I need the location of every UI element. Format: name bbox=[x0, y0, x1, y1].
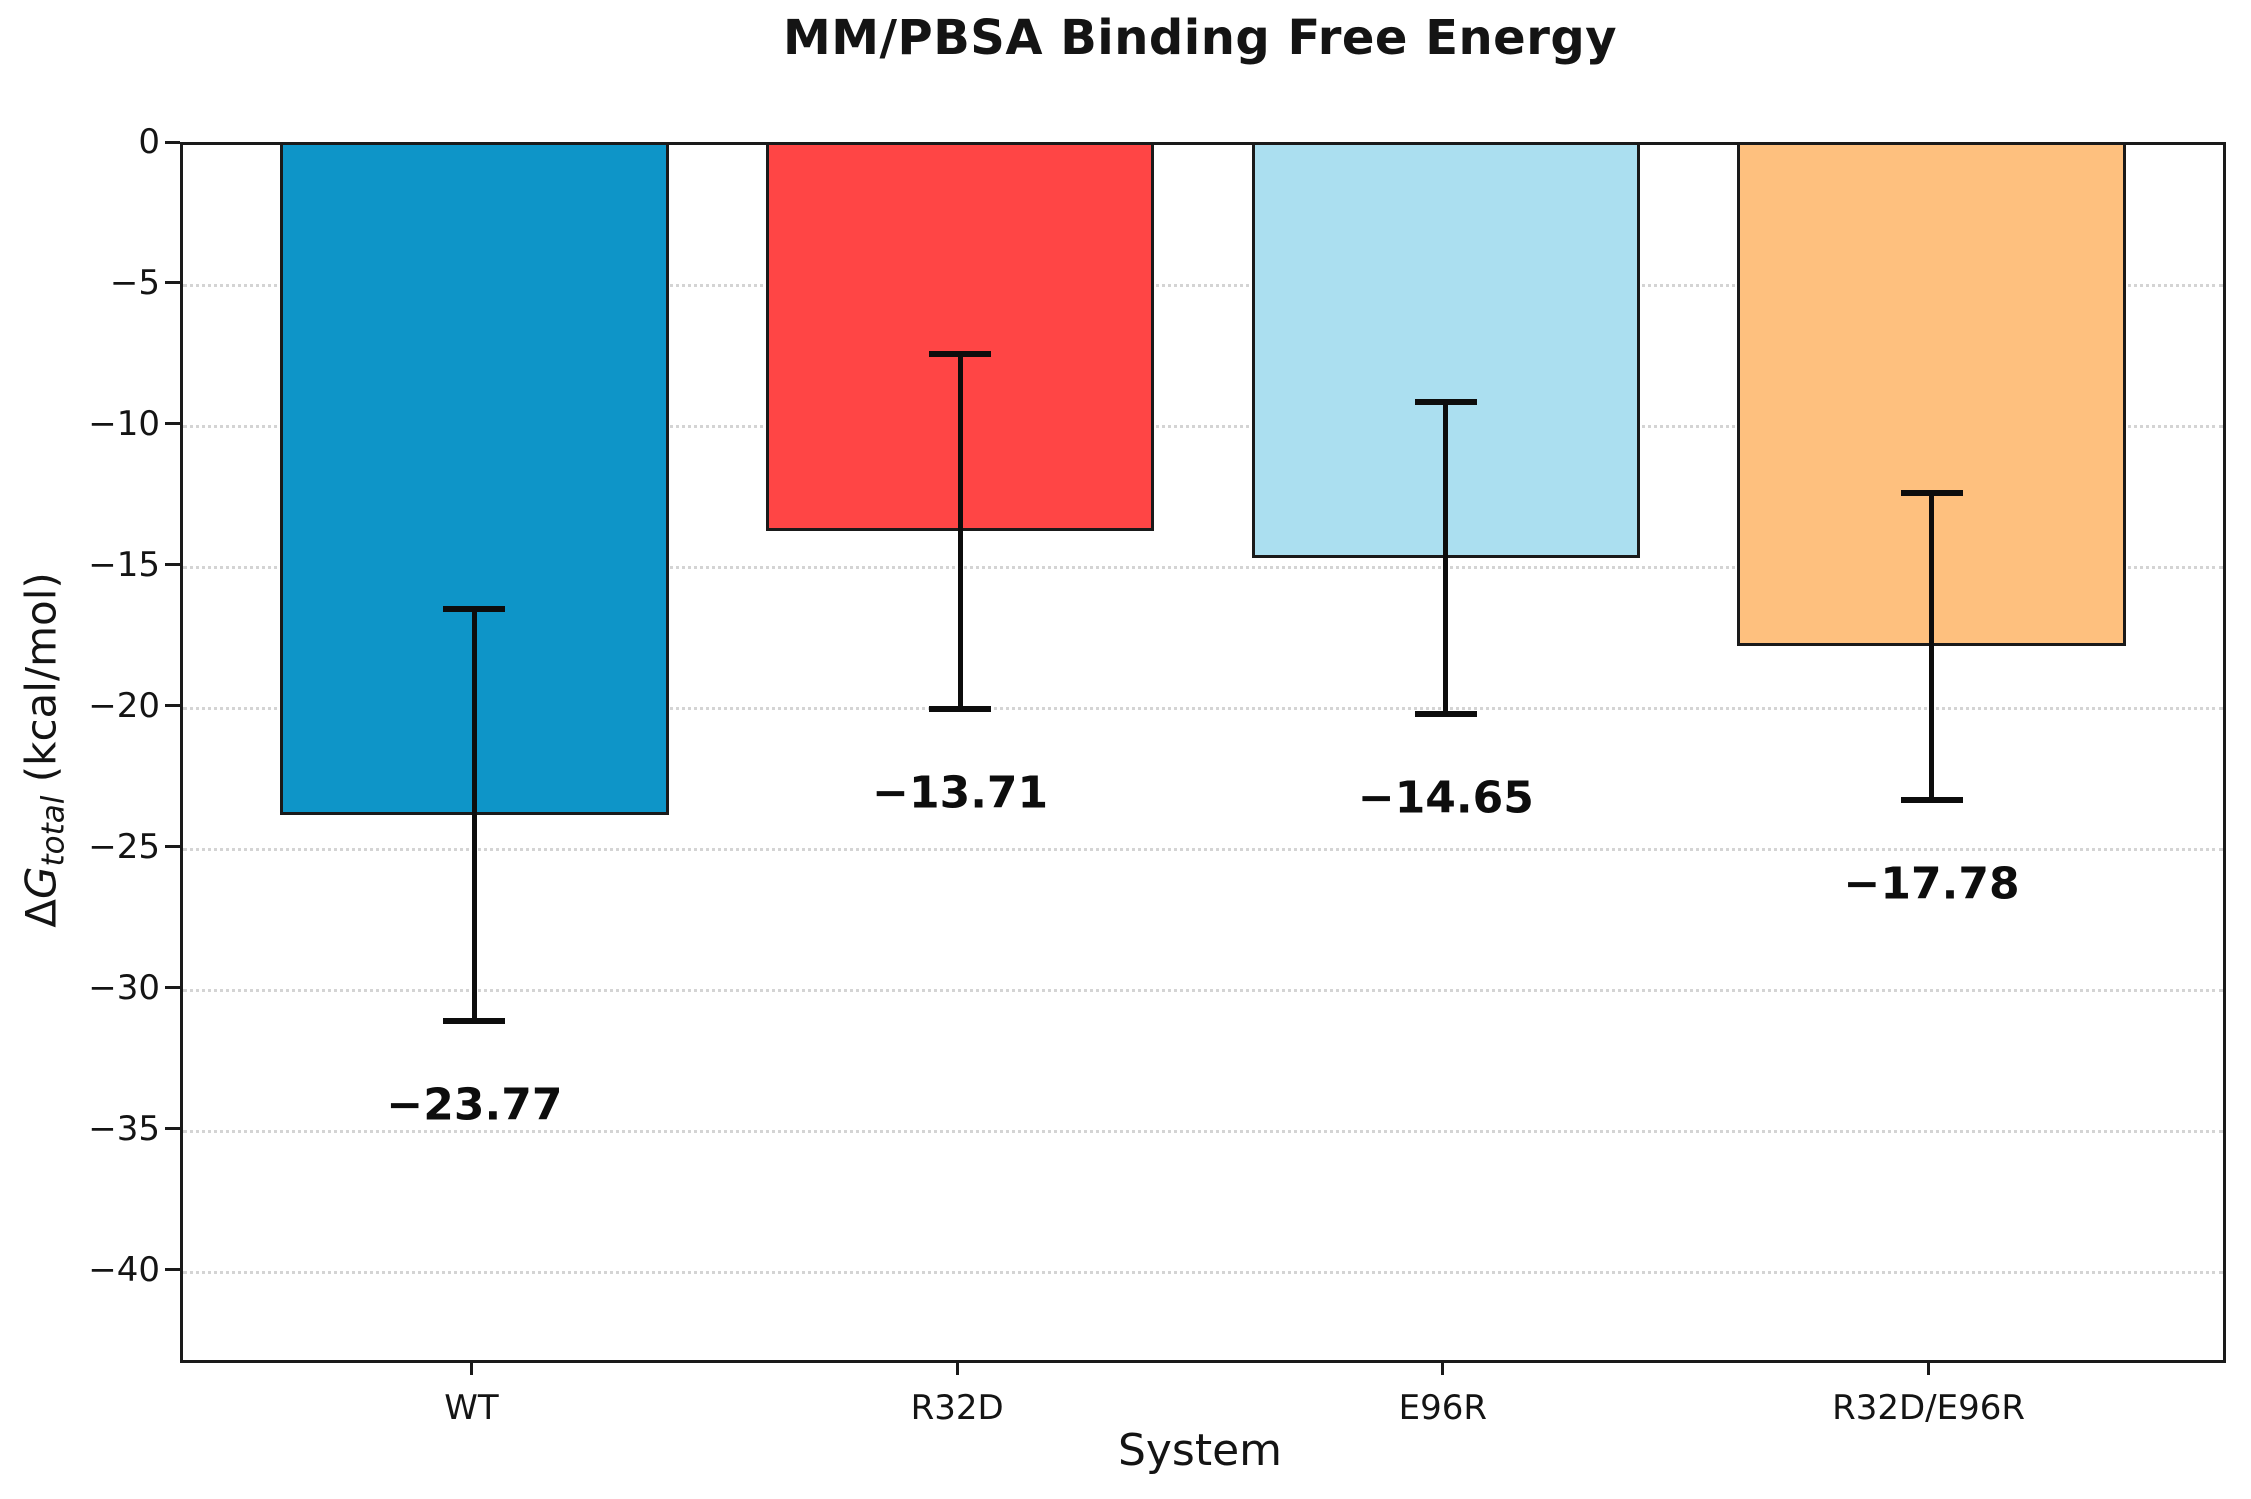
y-tick-mark bbox=[165, 281, 180, 285]
y-tick-label: −35 bbox=[88, 1108, 160, 1149]
gridline bbox=[183, 425, 2223, 429]
error-bar-line bbox=[1443, 401, 1449, 715]
y-tick-mark bbox=[165, 1268, 180, 1272]
x-tick-mark bbox=[469, 1360, 473, 1375]
x-tick-label-r32d: R32D bbox=[910, 1388, 1004, 1428]
error-bar-cap bbox=[929, 706, 992, 713]
error-bar-cap bbox=[1900, 489, 1963, 496]
y-tick-label: −25 bbox=[88, 826, 160, 867]
gridline bbox=[183, 1271, 2223, 1275]
error-bar-line bbox=[957, 353, 963, 710]
gridline bbox=[183, 284, 2223, 288]
error-bar-cap bbox=[443, 606, 506, 613]
y-tick-mark bbox=[165, 422, 180, 426]
y-tick-label: −20 bbox=[88, 685, 160, 726]
x-axis-label: System bbox=[1117, 1425, 1283, 1476]
gridline bbox=[183, 707, 2223, 711]
y-tick-label: 0 bbox=[138, 122, 160, 162]
y-axis-label-delta: Δ bbox=[16, 899, 66, 928]
gridline bbox=[183, 848, 2223, 852]
x-tick-mark bbox=[1927, 1360, 1931, 1375]
gridline bbox=[183, 989, 2223, 993]
y-tick-mark bbox=[165, 986, 180, 990]
x-tick-label-r32d-e96r: R32D/E96R bbox=[1832, 1388, 2026, 1428]
y-axis-label-symbol: G bbox=[16, 866, 66, 900]
bar-value-label: −14.65 bbox=[1357, 772, 1534, 824]
gridline bbox=[183, 566, 2223, 570]
y-axis-label: ΔGtotal (kcal/mol) bbox=[17, 572, 72, 928]
plot-area: −23.77 −13.71 −14.65 −17.78 bbox=[180, 142, 2226, 1363]
y-tick-mark bbox=[165, 1127, 180, 1131]
error-bar-cap bbox=[1900, 796, 1963, 803]
y-tick-mark bbox=[165, 563, 180, 567]
gridline bbox=[183, 1130, 2223, 1134]
x-tick-label-e96r: E96R bbox=[1398, 1388, 1488, 1428]
x-tick-mark bbox=[955, 1360, 959, 1375]
error-bar-cap bbox=[1414, 711, 1477, 718]
error-bar-line bbox=[1929, 492, 1935, 800]
y-tick-label: −10 bbox=[88, 403, 160, 444]
y-axis-label-units: (kcal/mol) bbox=[16, 572, 66, 796]
chart-title: MM/PBSA Binding Free Energy bbox=[782, 10, 1618, 66]
bar-value-label: −17.78 bbox=[1843, 858, 2020, 910]
y-tick-label: −5 bbox=[109, 262, 160, 303]
error-bar-cap bbox=[929, 350, 992, 357]
bar-value-label: −13.71 bbox=[872, 767, 1049, 819]
y-tick-label: −30 bbox=[88, 967, 160, 1008]
error-bar-line bbox=[471, 609, 477, 1021]
y-tick-mark bbox=[165, 704, 180, 708]
error-bar-cap bbox=[1414, 398, 1477, 405]
x-tick-label-wt: WT bbox=[444, 1388, 499, 1428]
y-tick-mark bbox=[165, 845, 180, 849]
y-tick-label: −15 bbox=[88, 544, 160, 585]
y-tick-mark bbox=[165, 140, 180, 144]
y-tick-label: −40 bbox=[88, 1249, 160, 1290]
error-bar-cap bbox=[443, 1017, 506, 1024]
bar-value-label: −23.77 bbox=[386, 1079, 563, 1131]
x-tick-mark bbox=[1441, 1360, 1445, 1375]
